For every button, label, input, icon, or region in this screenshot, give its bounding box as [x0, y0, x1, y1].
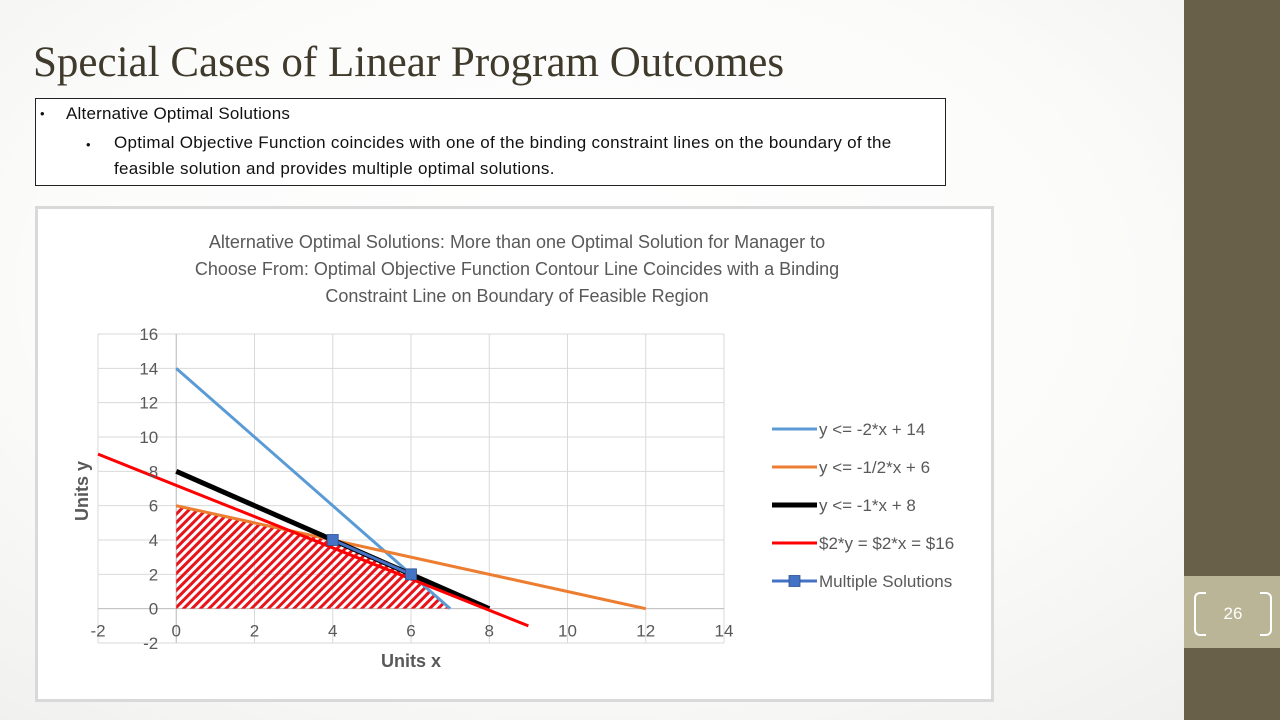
- legend-label: $2*y = $2*x = $16: [819, 534, 954, 553]
- bullet-level-2: • Optimal Objective Function coincides w…: [86, 130, 944, 182]
- y-tick-label: -2: [143, 634, 158, 653]
- x-axis-title: Units x: [381, 651, 441, 671]
- series-line-5: [332, 538, 412, 576]
- legend-label: y <= -1*x + 8: [819, 496, 916, 515]
- y-tick-label: 10: [139, 428, 158, 447]
- x-tick-label: 12: [636, 622, 655, 641]
- y-tick-label: 2: [149, 565, 158, 584]
- page-number-bracket-right: [1260, 592, 1272, 636]
- page-number-bracket-left: [1194, 592, 1206, 636]
- x-tick-label: -2: [90, 622, 105, 641]
- chart-title-line: Alternative Optimal Solutions: More than…: [209, 232, 825, 252]
- series-line-1: [175, 367, 452, 610]
- y-tick-label: 12: [139, 394, 158, 413]
- x-tick-label: 2: [250, 622, 259, 641]
- y-tick-label: 4: [149, 531, 158, 550]
- chart-frame: Alternative Optimal Solutions: More than…: [35, 206, 994, 702]
- bullet-dot: •: [40, 106, 45, 121]
- y-axis-title: Units y: [72, 461, 92, 521]
- bullet-level-2-text: Optimal Objective Function coincides wit…: [114, 133, 892, 178]
- legend-label: Multiple Solutions: [819, 572, 952, 591]
- slide-title: Special Cases of Linear Program Outcomes: [33, 39, 785, 86]
- series-marker-point: [326, 534, 339, 546]
- chart-title-line: Constraint Line on Boundary of Feasible …: [325, 286, 708, 306]
- x-tick-label: 0: [172, 622, 181, 641]
- series-line-2: [175, 504, 647, 611]
- legend-marker: [788, 575, 801, 587]
- y-tick-label: 16: [139, 325, 158, 344]
- y-tick-label: 0: [149, 600, 158, 619]
- x-tick-label: 10: [558, 622, 577, 641]
- chart-title-line: Choose From: Optimal Objective Function …: [195, 259, 839, 279]
- series-marker-point: [405, 568, 417, 581]
- x-tick-label: 14: [715, 622, 734, 641]
- y-tick-label: 8: [149, 462, 158, 481]
- bullet-text-box: • Alternative Optimal Solutions • Optima…: [35, 98, 946, 186]
- x-tick-label: 4: [328, 622, 337, 641]
- page-number: 26: [1223, 604, 1243, 623]
- y-tick-label: 6: [149, 497, 158, 516]
- feasible-region: [176, 505, 451, 609]
- x-tick-label: 6: [406, 622, 415, 641]
- chart-svg: Alternative Optimal Solutions: More than…: [72, 232, 954, 671]
- page-number-band: [1184, 576, 1280, 648]
- legend-label: y <= -1/2*x + 6: [819, 458, 930, 477]
- legend-label: y <= -2*x + 14: [819, 420, 925, 439]
- y-tick-label: 14: [139, 359, 158, 378]
- x-tick-label: 8: [485, 622, 494, 641]
- bullet-level-1-text: Alternative Optimal Solutions: [66, 104, 291, 123]
- bullet-dot: •: [86, 137, 91, 152]
- series-line-4: [97, 452, 529, 628]
